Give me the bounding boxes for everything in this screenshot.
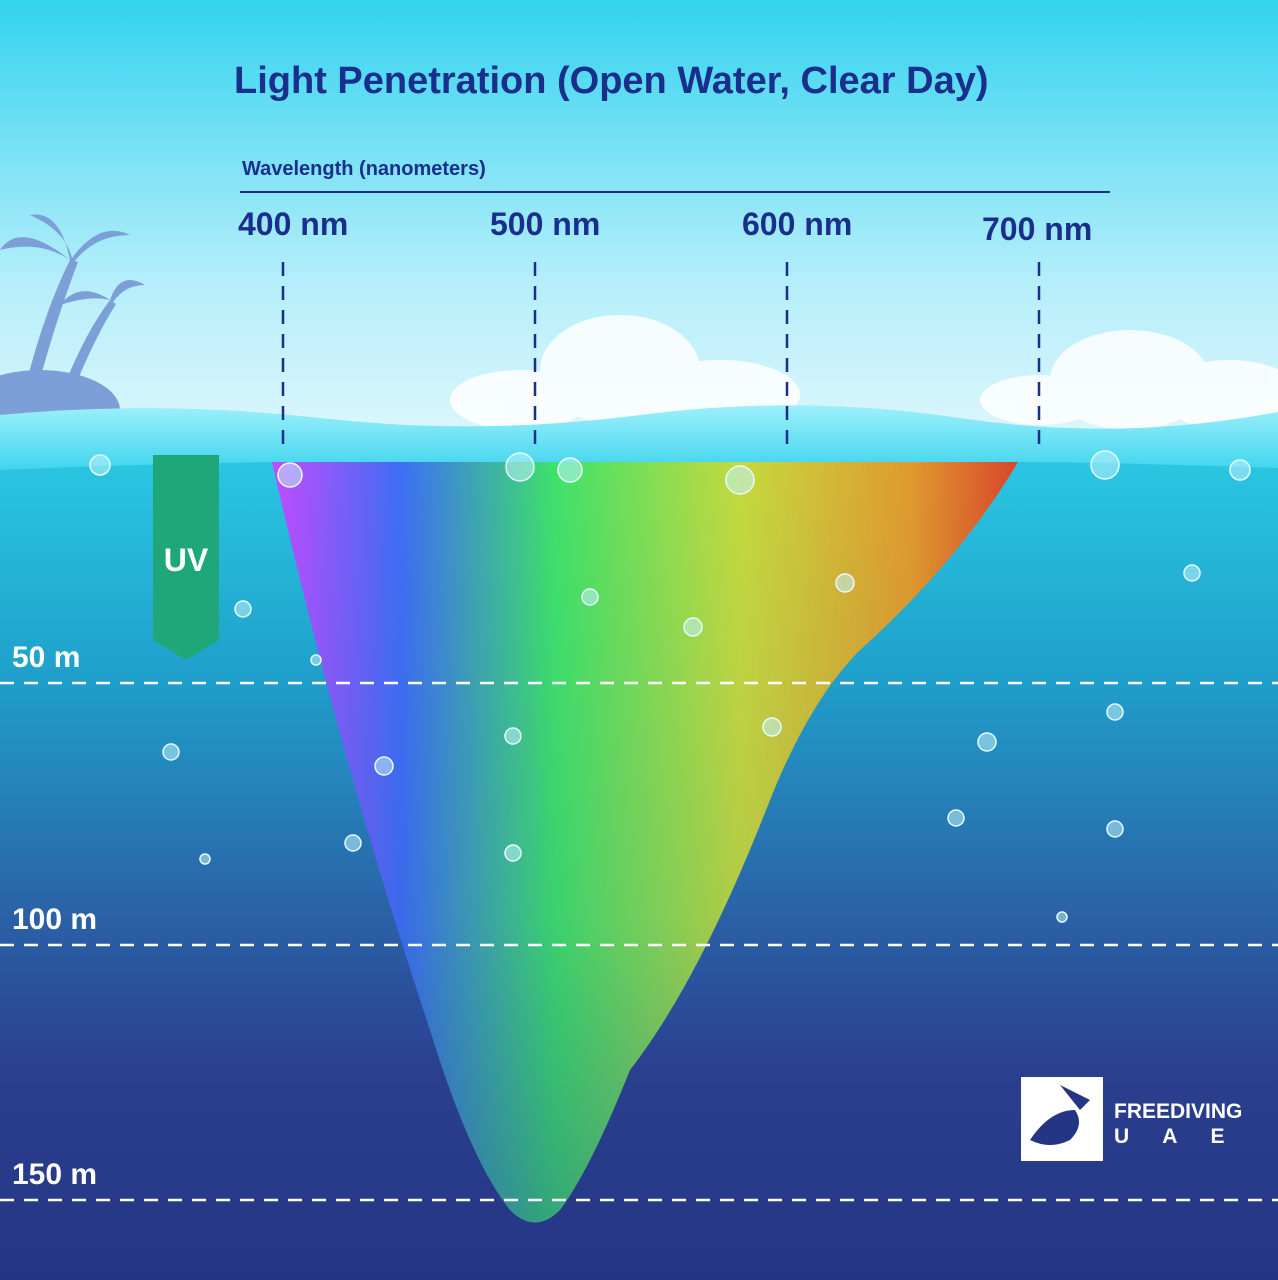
wavelength-tick-label: 600 nm — [742, 206, 852, 242]
logo-text: FREEDIVING — [1114, 1100, 1242, 1123]
depth-label: 50 m — [12, 641, 80, 674]
logo: FREEDIVING U A E — [1021, 1077, 1242, 1161]
water-surface — [0, 405, 1278, 470]
uv-label: UV — [164, 542, 209, 578]
wavelength-tick-label: 400 nm — [238, 206, 348, 242]
title: Light Penetration (Open Water, Clear Day… — [234, 60, 989, 102]
clouds — [450, 315, 1278, 430]
wavelength-tick-label: 500 nm — [490, 206, 600, 242]
logo-text: U A E — [1114, 1125, 1238, 1148]
wavelength-ticks: 400 nm 500 nm 600 nm 700 nm — [238, 206, 1092, 452]
bubbles — [89, 450, 1251, 923]
depth-label: 100 m — [12, 903, 97, 936]
depth-markers: 50 m 100 m 150 m — [0, 641, 1278, 1202]
wavelength-tick-label: 700 nm — [982, 211, 1092, 247]
uv-arrow — [153, 455, 219, 660]
depth-label: 150 m — [12, 1158, 97, 1191]
spectrum-shade — [272, 462, 1018, 1223]
axis-label: Wavelength (nanometers) — [242, 158, 486, 180]
